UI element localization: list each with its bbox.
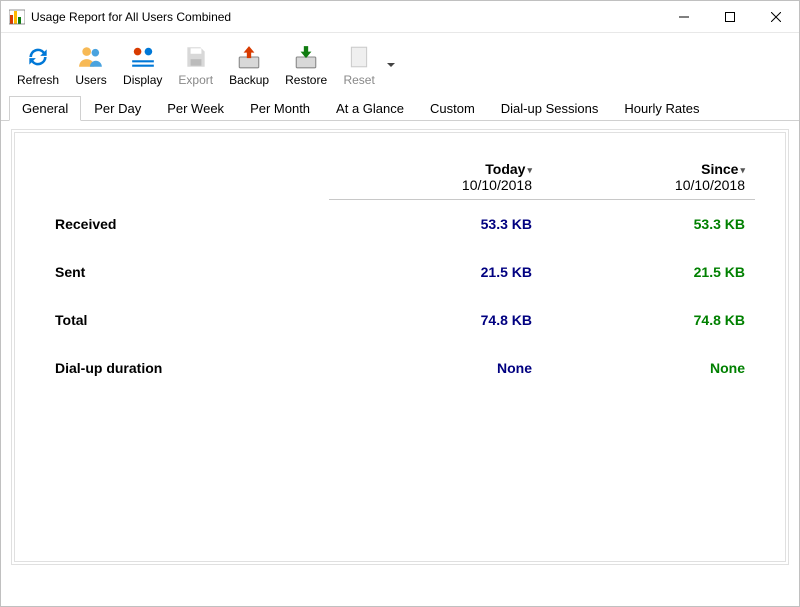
export-icon (182, 43, 210, 71)
tab-at-a-glance[interactable]: At a Glance (323, 96, 417, 121)
row-received-today: 53.3 KB (329, 200, 542, 249)
header-empty (45, 153, 329, 177)
column-header-since[interactable]: Since▾ (542, 153, 755, 177)
display-label: Display (123, 73, 162, 87)
tabs: General Per Day Per Week Per Month At a … (1, 95, 799, 121)
row-total-today: 74.8 KB (329, 296, 542, 344)
row-sent-label: Sent (45, 248, 329, 296)
row-received-since: 53.3 KB (542, 200, 755, 249)
restore-label: Restore (285, 73, 327, 87)
table-row: Total 74.8 KB 74.8 KB (45, 296, 755, 344)
restore-button[interactable]: Restore (277, 40, 335, 90)
reset-button[interactable]: Reset (335, 40, 383, 90)
column-since-date: 10/10/2018 (542, 177, 755, 200)
users-label: Users (75, 73, 106, 87)
tab-hourly-rates[interactable]: Hourly Rates (611, 96, 712, 121)
column-today-label: Today (485, 161, 525, 177)
row-sent-today: 21.5 KB (329, 248, 542, 296)
close-button[interactable] (753, 1, 799, 33)
maximize-button[interactable] (707, 1, 753, 33)
row-sent-since: 21.5 KB (542, 248, 755, 296)
minimize-button[interactable] (661, 1, 707, 33)
export-button[interactable]: Export (170, 40, 221, 90)
table-row: Received 53.3 KB 53.3 KB (45, 200, 755, 249)
refresh-label: Refresh (17, 73, 59, 87)
date-empty (45, 177, 329, 200)
export-label: Export (178, 73, 213, 87)
row-dialup-label: Dial-up duration (45, 344, 329, 392)
backup-label: Backup (229, 73, 269, 87)
reset-icon (345, 43, 373, 71)
app-icon (9, 9, 25, 25)
report-table: Today▾ Since▾ 10/10/2018 10/10/2018 Rece… (45, 153, 755, 392)
backup-button[interactable]: Backup (221, 40, 277, 90)
restore-icon (292, 43, 320, 71)
toolbar: Refresh Users Display (1, 33, 799, 93)
tab-per-week[interactable]: Per Week (154, 96, 237, 121)
table-row: Dial-up duration None None (45, 344, 755, 392)
column-since-label: Since (701, 161, 738, 177)
content-frame: Today▾ Since▾ 10/10/2018 10/10/2018 Rece… (11, 129, 789, 565)
row-total-label: Total (45, 296, 329, 344)
row-dialup-today: None (329, 344, 542, 392)
reset-dropdown-arrow[interactable] (383, 35, 399, 95)
tab-per-day[interactable]: Per Day (81, 96, 154, 121)
tab-per-month[interactable]: Per Month (237, 96, 323, 121)
chevron-down-icon: ▾ (527, 165, 532, 175)
chevron-down-icon: ▾ (740, 165, 745, 175)
refresh-icon (24, 43, 52, 71)
refresh-button[interactable]: Refresh (9, 40, 67, 90)
display-button[interactable]: Display (115, 40, 170, 90)
column-today-date: 10/10/2018 (329, 177, 542, 200)
column-header-today[interactable]: Today▾ (329, 153, 542, 177)
users-icon (77, 43, 105, 71)
tab-general[interactable]: General (9, 96, 81, 121)
display-icon (129, 43, 157, 71)
tab-dialup-sessions[interactable]: Dial-up Sessions (488, 96, 612, 121)
row-dialup-since: None (542, 344, 755, 392)
titlebar: Usage Report for All Users Combined (1, 1, 799, 33)
backup-icon (235, 43, 263, 71)
users-button[interactable]: Users (67, 40, 115, 90)
window-title: Usage Report for All Users Combined (31, 10, 231, 24)
row-total-since: 74.8 KB (542, 296, 755, 344)
content-panel: Today▾ Since▾ 10/10/2018 10/10/2018 Rece… (14, 132, 786, 562)
row-received-label: Received (45, 200, 329, 249)
table-row: Sent 21.5 KB 21.5 KB (45, 248, 755, 296)
reset-label: Reset (343, 73, 374, 87)
tab-custom[interactable]: Custom (417, 96, 488, 121)
